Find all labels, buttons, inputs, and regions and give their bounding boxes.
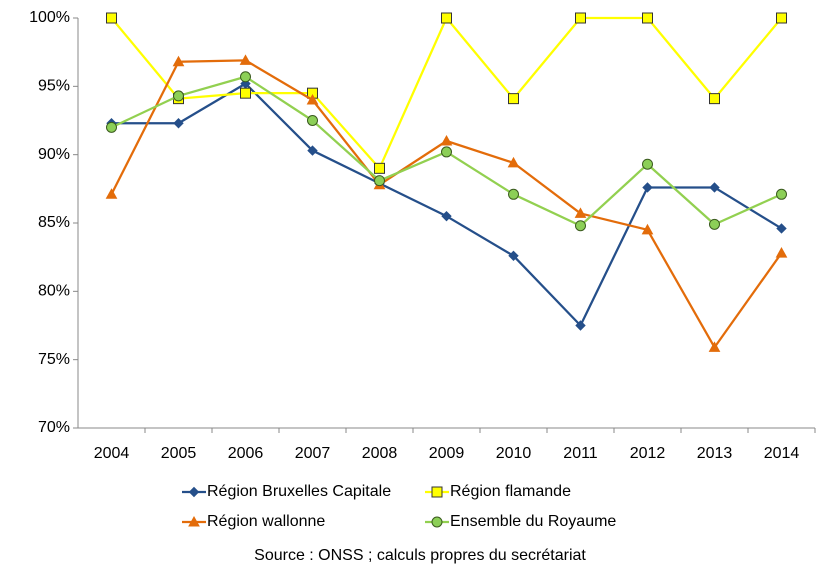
y-tick-label: 80% (38, 283, 70, 300)
x-tick-label: 2006 (228, 445, 264, 462)
marker (507, 156, 520, 168)
marker (306, 93, 319, 105)
marker (106, 121, 117, 133)
legend-label: Région Bruxelles Capitale (207, 483, 391, 500)
marker (709, 218, 720, 230)
marker (307, 145, 318, 156)
marker (441, 210, 452, 222)
marker (441, 146, 452, 158)
x-tick-label: 2008 (362, 445, 398, 462)
marker (374, 175, 385, 187)
marker (642, 182, 653, 193)
x-tick-label: 2007 (295, 445, 331, 462)
marker (173, 118, 184, 129)
marker (240, 87, 251, 99)
x-tick-label: 2010 (496, 445, 532, 462)
marker (776, 188, 787, 200)
y-tick-label: 75% (38, 351, 70, 368)
marker (575, 320, 586, 331)
marker (575, 12, 586, 24)
x-tick-label: 2014 (764, 445, 800, 462)
y-tick-label: 100% (29, 9, 70, 26)
legend-marker (188, 486, 200, 498)
marker (508, 188, 519, 200)
legend-label: Région flamande (450, 483, 571, 500)
marker (775, 247, 788, 258)
marker (642, 12, 653, 24)
marker (173, 90, 184, 102)
marker (776, 12, 787, 24)
marker (709, 182, 720, 193)
legend-marker (431, 516, 443, 528)
y-tick-label: 85% (38, 214, 70, 231)
marker (106, 12, 117, 24)
x-tick-label: 2004 (94, 445, 130, 462)
marker (708, 341, 721, 352)
marker (508, 250, 519, 262)
x-tick-label: 2013 (697, 445, 733, 462)
marker (440, 134, 453, 146)
marker (574, 207, 587, 218)
y-tick-label: 95% (38, 78, 70, 95)
marker (239, 54, 252, 65)
marker (240, 71, 251, 83)
marker (307, 115, 318, 126)
marker (508, 93, 519, 105)
legend-label: Ensemble du Royaume (450, 513, 616, 530)
marker (642, 158, 653, 170)
marker (575, 220, 586, 232)
y-tick-label: 90% (38, 146, 70, 163)
marker (776, 223, 787, 234)
x-tick-label: 2012 (630, 445, 666, 462)
marker (641, 223, 654, 235)
y-tick-label: 70% (38, 419, 70, 436)
series-line (110, 16, 783, 170)
marker (374, 162, 385, 174)
marker (105, 188, 118, 199)
x-tick-label: 2011 (563, 445, 598, 462)
x-tick-label: 2005 (161, 445, 197, 462)
legend-marker (431, 486, 443, 498)
x-tick-label: 2009 (429, 445, 465, 462)
marker (441, 12, 452, 24)
marker (709, 93, 720, 105)
source-note: Source : ONSS ; calculs propres du secré… (254, 547, 586, 564)
legend-marker (188, 515, 200, 527)
marker (172, 55, 185, 67)
legend-label: Région wallonne (207, 513, 325, 530)
